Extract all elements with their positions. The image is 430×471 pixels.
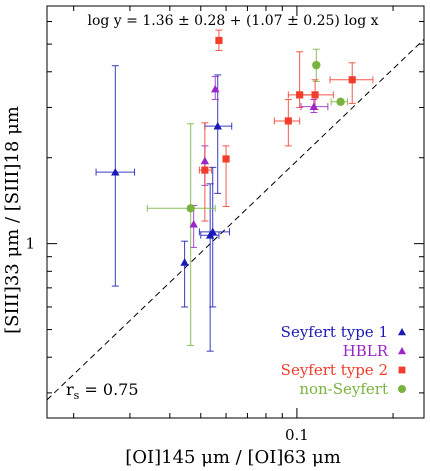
- non-seyfert-point: [312, 60, 321, 70]
- y-tick-label: 1: [25, 235, 35, 253]
- rs-value: = 0.75: [79, 380, 138, 399]
- seyfert-type-2-point: [201, 166, 209, 174]
- legend-label-non-seyfert: non-Seyfert: [299, 380, 388, 398]
- seyfert-type-1-point: [213, 121, 222, 130]
- seyfert-type-1-point: [180, 258, 189, 266]
- legend-label-seyfert-type-2: Seyfert type 2: [281, 361, 388, 379]
- error-bar-layer: [95, 29, 374, 352]
- legend-marker-hblr: [398, 347, 406, 355]
- marker-layer: [111, 36, 356, 266]
- tick-label-layer: 0.11: [25, 235, 308, 444]
- rs-symbol: r: [66, 380, 74, 399]
- seyfert-type-2-point: [311, 91, 319, 99]
- x-tick-label: 0.1: [285, 426, 309, 444]
- hblr-point: [309, 102, 319, 110]
- fit-equation-annotation: log y = 1.36 ± 0.28 + (1.07 ± 0.25) log …: [87, 13, 378, 29]
- plot-frame: [46, 5, 425, 419]
- legend-marker-non-seyfert: [398, 385, 406, 393]
- fit-line-layer: [47, 38, 424, 401]
- hblr-point: [189, 219, 198, 228]
- seyfert-type-2-point: [348, 76, 356, 84]
- seyfert-type-2-point: [296, 91, 304, 99]
- seyfert-type-2-point: [222, 155, 230, 163]
- non-seyfert-point: [336, 97, 345, 106]
- seyfert-type-2-point: [284, 117, 292, 125]
- seyfert-type-1-point: [208, 227, 217, 236]
- x-axis-label: [OI]145 μm / [OI]63 μm: [125, 447, 341, 468]
- correlation-coefficient-label: rs = 0.75: [66, 380, 139, 402]
- legend-marker-seyfert-type-1: [398, 328, 406, 336]
- seyfert-type-1-point: [111, 167, 120, 176]
- legend-label-seyfert-type-1: Seyfert type 1: [281, 323, 388, 341]
- plot-border: [46, 5, 425, 419]
- legend-marker-seyfert-type-2: [398, 366, 406, 374]
- seyfert-type-2-point: [215, 36, 223, 45]
- y-axis-label: [SIII]33 μm / [SIII]18 μm: [2, 106, 23, 334]
- legend-label-hblr: HBLR: [343, 342, 389, 360]
- fit-line: [47, 38, 424, 401]
- rs-subscript: s: [74, 389, 80, 402]
- hblr-point: [200, 156, 210, 165]
- hblr-point: [211, 84, 220, 93]
- non-seyfert-point: [186, 204, 195, 213]
